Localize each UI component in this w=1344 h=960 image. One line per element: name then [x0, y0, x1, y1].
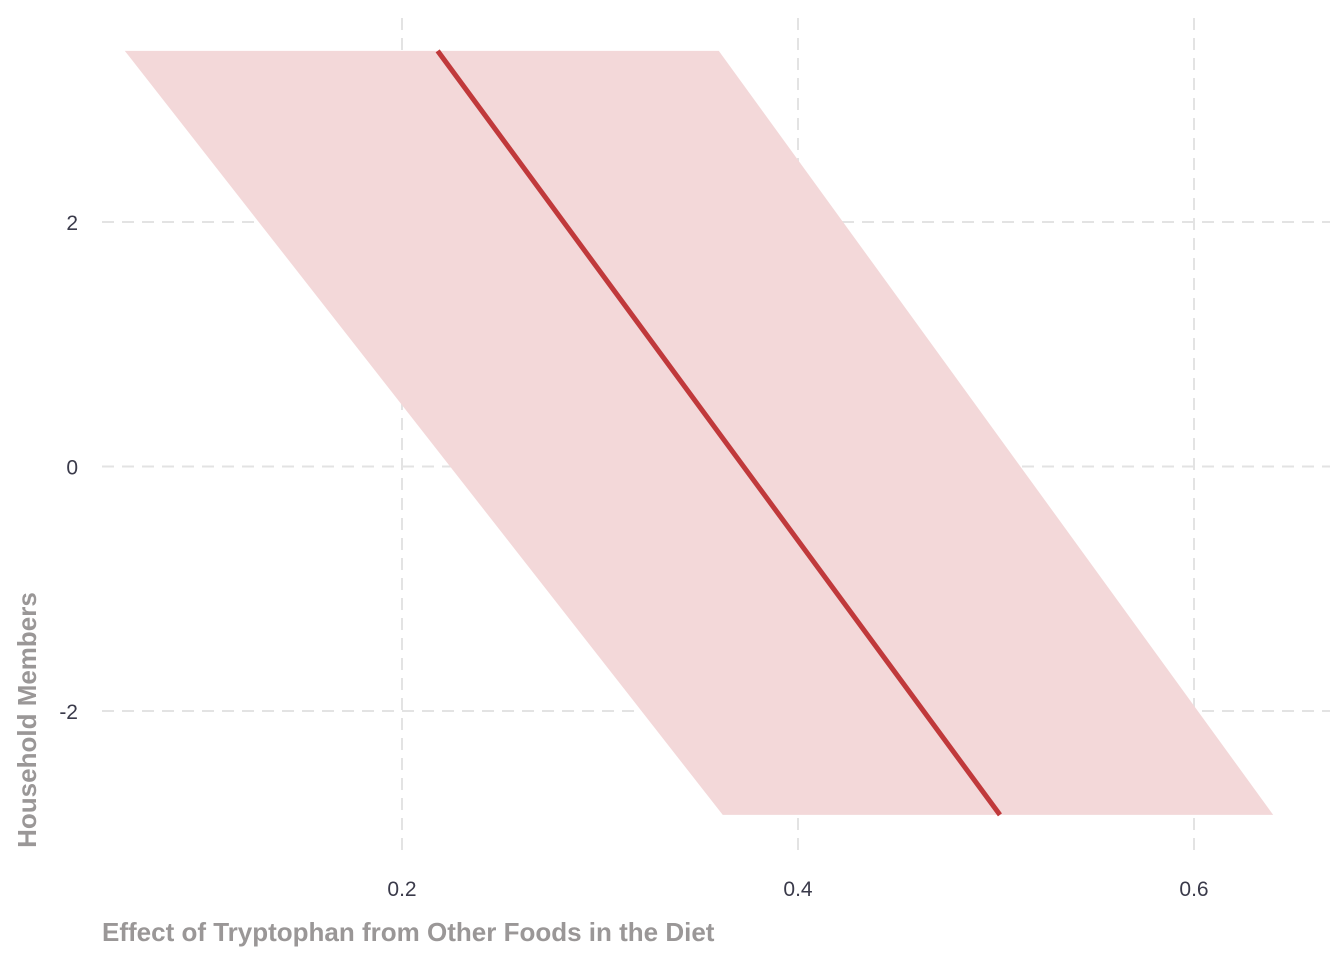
x-tick-label: 0.4	[783, 878, 813, 901]
y-tick-label: 0	[66, 457, 78, 480]
x-axis-ticks: 0.2 0.4 0.6	[387, 878, 1208, 901]
series-line-0	[435, 49, 1002, 817]
confidence-band-area-0	[124, 50, 1274, 815]
regression-line	[435, 49, 1002, 817]
y-axis-title: Household Members	[12, 592, 42, 848]
x-tick-label: 0.6	[1179, 878, 1208, 901]
y-tick-label: -2	[59, 701, 78, 724]
y-tick-label: 2	[66, 212, 78, 235]
x-axis-title: Effect of Tryptophan from Other Foods in…	[102, 917, 715, 947]
x-tick-label: 0.2	[387, 878, 416, 901]
y-axis-ticks: -2 0 2	[59, 212, 78, 724]
confidence-band	[124, 50, 1274, 815]
